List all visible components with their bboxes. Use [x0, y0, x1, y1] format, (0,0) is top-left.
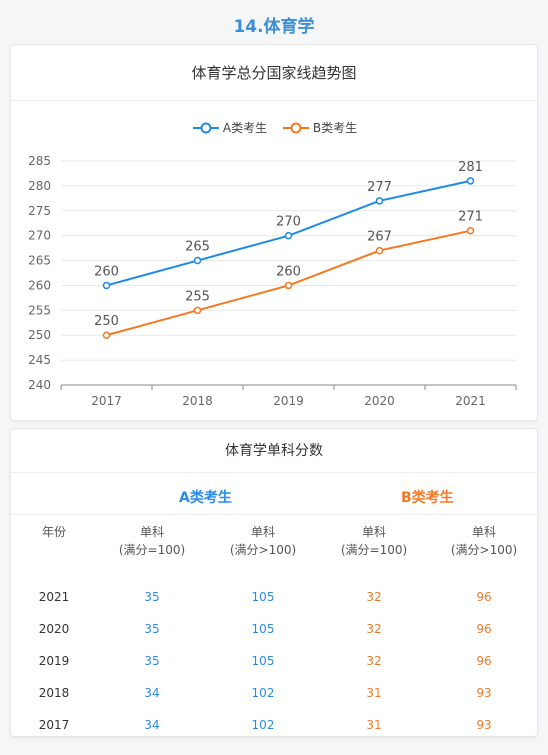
- trend-chart-card: 体育学总分国家线趋势图 A类考生 B类考生 240 245 250 255 260 265…: [10, 44, 538, 421]
- cell-b-gt100: 93: [476, 686, 492, 700]
- score-table-card: 体育学单科分数 A类考生 B类考生 年份 单科 (满分=100) 单科 (满分>10…: [10, 428, 539, 737]
- data-point: [375, 197, 384, 205]
- x-tick-label: 2019: [273, 394, 304, 408]
- data-label: 260: [94, 264, 119, 279]
- header-a-gt100: 单科 (满分>100): [229, 525, 297, 557]
- chart-legend: A类考生 B类考生: [11, 119, 539, 137]
- table-row: 2017 34 102 31 93: [11, 709, 539, 741]
- legend-swatch-a-icon: [192, 122, 219, 133]
- legend-label-a: A类考生: [222, 121, 268, 135]
- x-tick-label: 2017: [91, 394, 122, 408]
- data-label: 250: [94, 314, 119, 329]
- x-tick-label: 2021: [455, 394, 486, 408]
- cell-year: 2020: [38, 622, 70, 636]
- table-row: 2020 35 105 32 96: [11, 613, 539, 645]
- y-tick-label: 240: [28, 378, 51, 392]
- data-point: [193, 306, 202, 315]
- header-a-eq100: 单科 (满分=100): [118, 525, 186, 557]
- cell-year: 2018: [38, 686, 70, 700]
- data-label: 260: [276, 264, 301, 279]
- cell-b-eq100: 31: [366, 686, 382, 700]
- data-point: [466, 177, 475, 185]
- data-label: 281: [458, 160, 483, 175]
- cell-a-gt100: 105: [251, 654, 275, 668]
- cell-year: 2017: [38, 718, 70, 732]
- line-chart: 240 245 250 255 260 265 270 275 280 285 2017 2018 20…: [28, 154, 517, 408]
- cell-a-gt100: 105: [251, 590, 275, 604]
- table-row: 2021 35 105 32 96: [11, 581, 539, 613]
- cell-a-gt100: 105: [251, 622, 275, 636]
- y-tick-label: 250: [28, 328, 51, 342]
- cell-a-gt100: 102: [251, 718, 275, 732]
- data-point: [375, 246, 384, 255]
- y-tick-label: 275: [28, 204, 51, 218]
- header-b-eq100: 单科 (满分=100): [340, 525, 408, 557]
- group-a-label: A类考生: [179, 490, 232, 506]
- cell-a-eq100: 35: [144, 590, 160, 604]
- data-point: [284, 281, 293, 290]
- legend-item-b[interactable]: B类考生: [282, 119, 358, 136]
- cell-b-gt100: 93: [476, 718, 492, 732]
- data-label: 265: [185, 240, 210, 255]
- cell-a-eq100: 35: [144, 654, 160, 668]
- y-tick-label: 260: [28, 278, 51, 292]
- y-tick-label: 245: [28, 353, 51, 367]
- table-row: 2019 35 105 32 96: [11, 645, 539, 677]
- cell-a-eq100: 34: [144, 718, 160, 732]
- cell-b-eq100: 32: [366, 622, 382, 636]
- data-point: [102, 281, 111, 290]
- y-tick-label: 280: [28, 179, 51, 193]
- table-title: 体育学单科分数: [11, 429, 537, 473]
- page-title: 14.体育学: [233, 17, 315, 37]
- group-header-row: A类考生 B类考生: [11, 475, 539, 515]
- group-b-label: B类考生: [401, 490, 454, 506]
- data-label: 271: [458, 210, 483, 225]
- score-table: 年份 单科 (满分=100) 单科 (满分>100) 单科 (满分=100) 单科 (满…: [11, 523, 539, 741]
- data-label: 255: [185, 289, 210, 304]
- table-row: 2018 34 102 31 93: [11, 677, 539, 709]
- data-label: 277: [367, 180, 392, 195]
- chart-title: 体育学总分国家线趋势图: [11, 45, 537, 101]
- cell-b-eq100: 31: [366, 718, 382, 732]
- cell-b-eq100: 32: [366, 654, 382, 668]
- cell-a-gt100: 102: [251, 686, 275, 700]
- header-b-gt100: 单科 (满分>100): [450, 525, 518, 557]
- y-tick-label: 265: [28, 254, 51, 268]
- cell-a-eq100: 35: [144, 622, 160, 636]
- legend-label-b: B类考生: [312, 121, 358, 135]
- cell-b-gt100: 96: [476, 590, 492, 604]
- data-point: [102, 331, 111, 339]
- y-tick-label: 285: [28, 154, 51, 168]
- legend-item-a[interactable]: A类考生: [192, 119, 268, 136]
- cell-year: 2019: [38, 654, 70, 668]
- data-label: 270: [276, 215, 301, 230]
- cell-b-eq100: 32: [366, 590, 382, 604]
- y-tick-label: 270: [28, 229, 51, 243]
- x-tick-label: 2018: [182, 394, 213, 408]
- data-label: 267: [367, 230, 392, 245]
- x-tick-label: 2020: [364, 394, 395, 408]
- cell-year: 2021: [38, 590, 70, 604]
- table-header-row: 年份 单科 (满分=100) 单科 (满分>100) 单科 (满分=100) 单科 (满…: [11, 523, 539, 567]
- cell-a-eq100: 34: [144, 686, 160, 700]
- y-tick-label: 255: [28, 303, 51, 317]
- data-point: [193, 256, 202, 265]
- data-point: [466, 226, 475, 235]
- legend-swatch-b-icon: [282, 122, 309, 133]
- cell-b-gt100: 96: [476, 654, 492, 668]
- cell-b-gt100: 96: [476, 622, 492, 636]
- header-year: 年份: [41, 525, 66, 539]
- data-point: [284, 231, 293, 240]
